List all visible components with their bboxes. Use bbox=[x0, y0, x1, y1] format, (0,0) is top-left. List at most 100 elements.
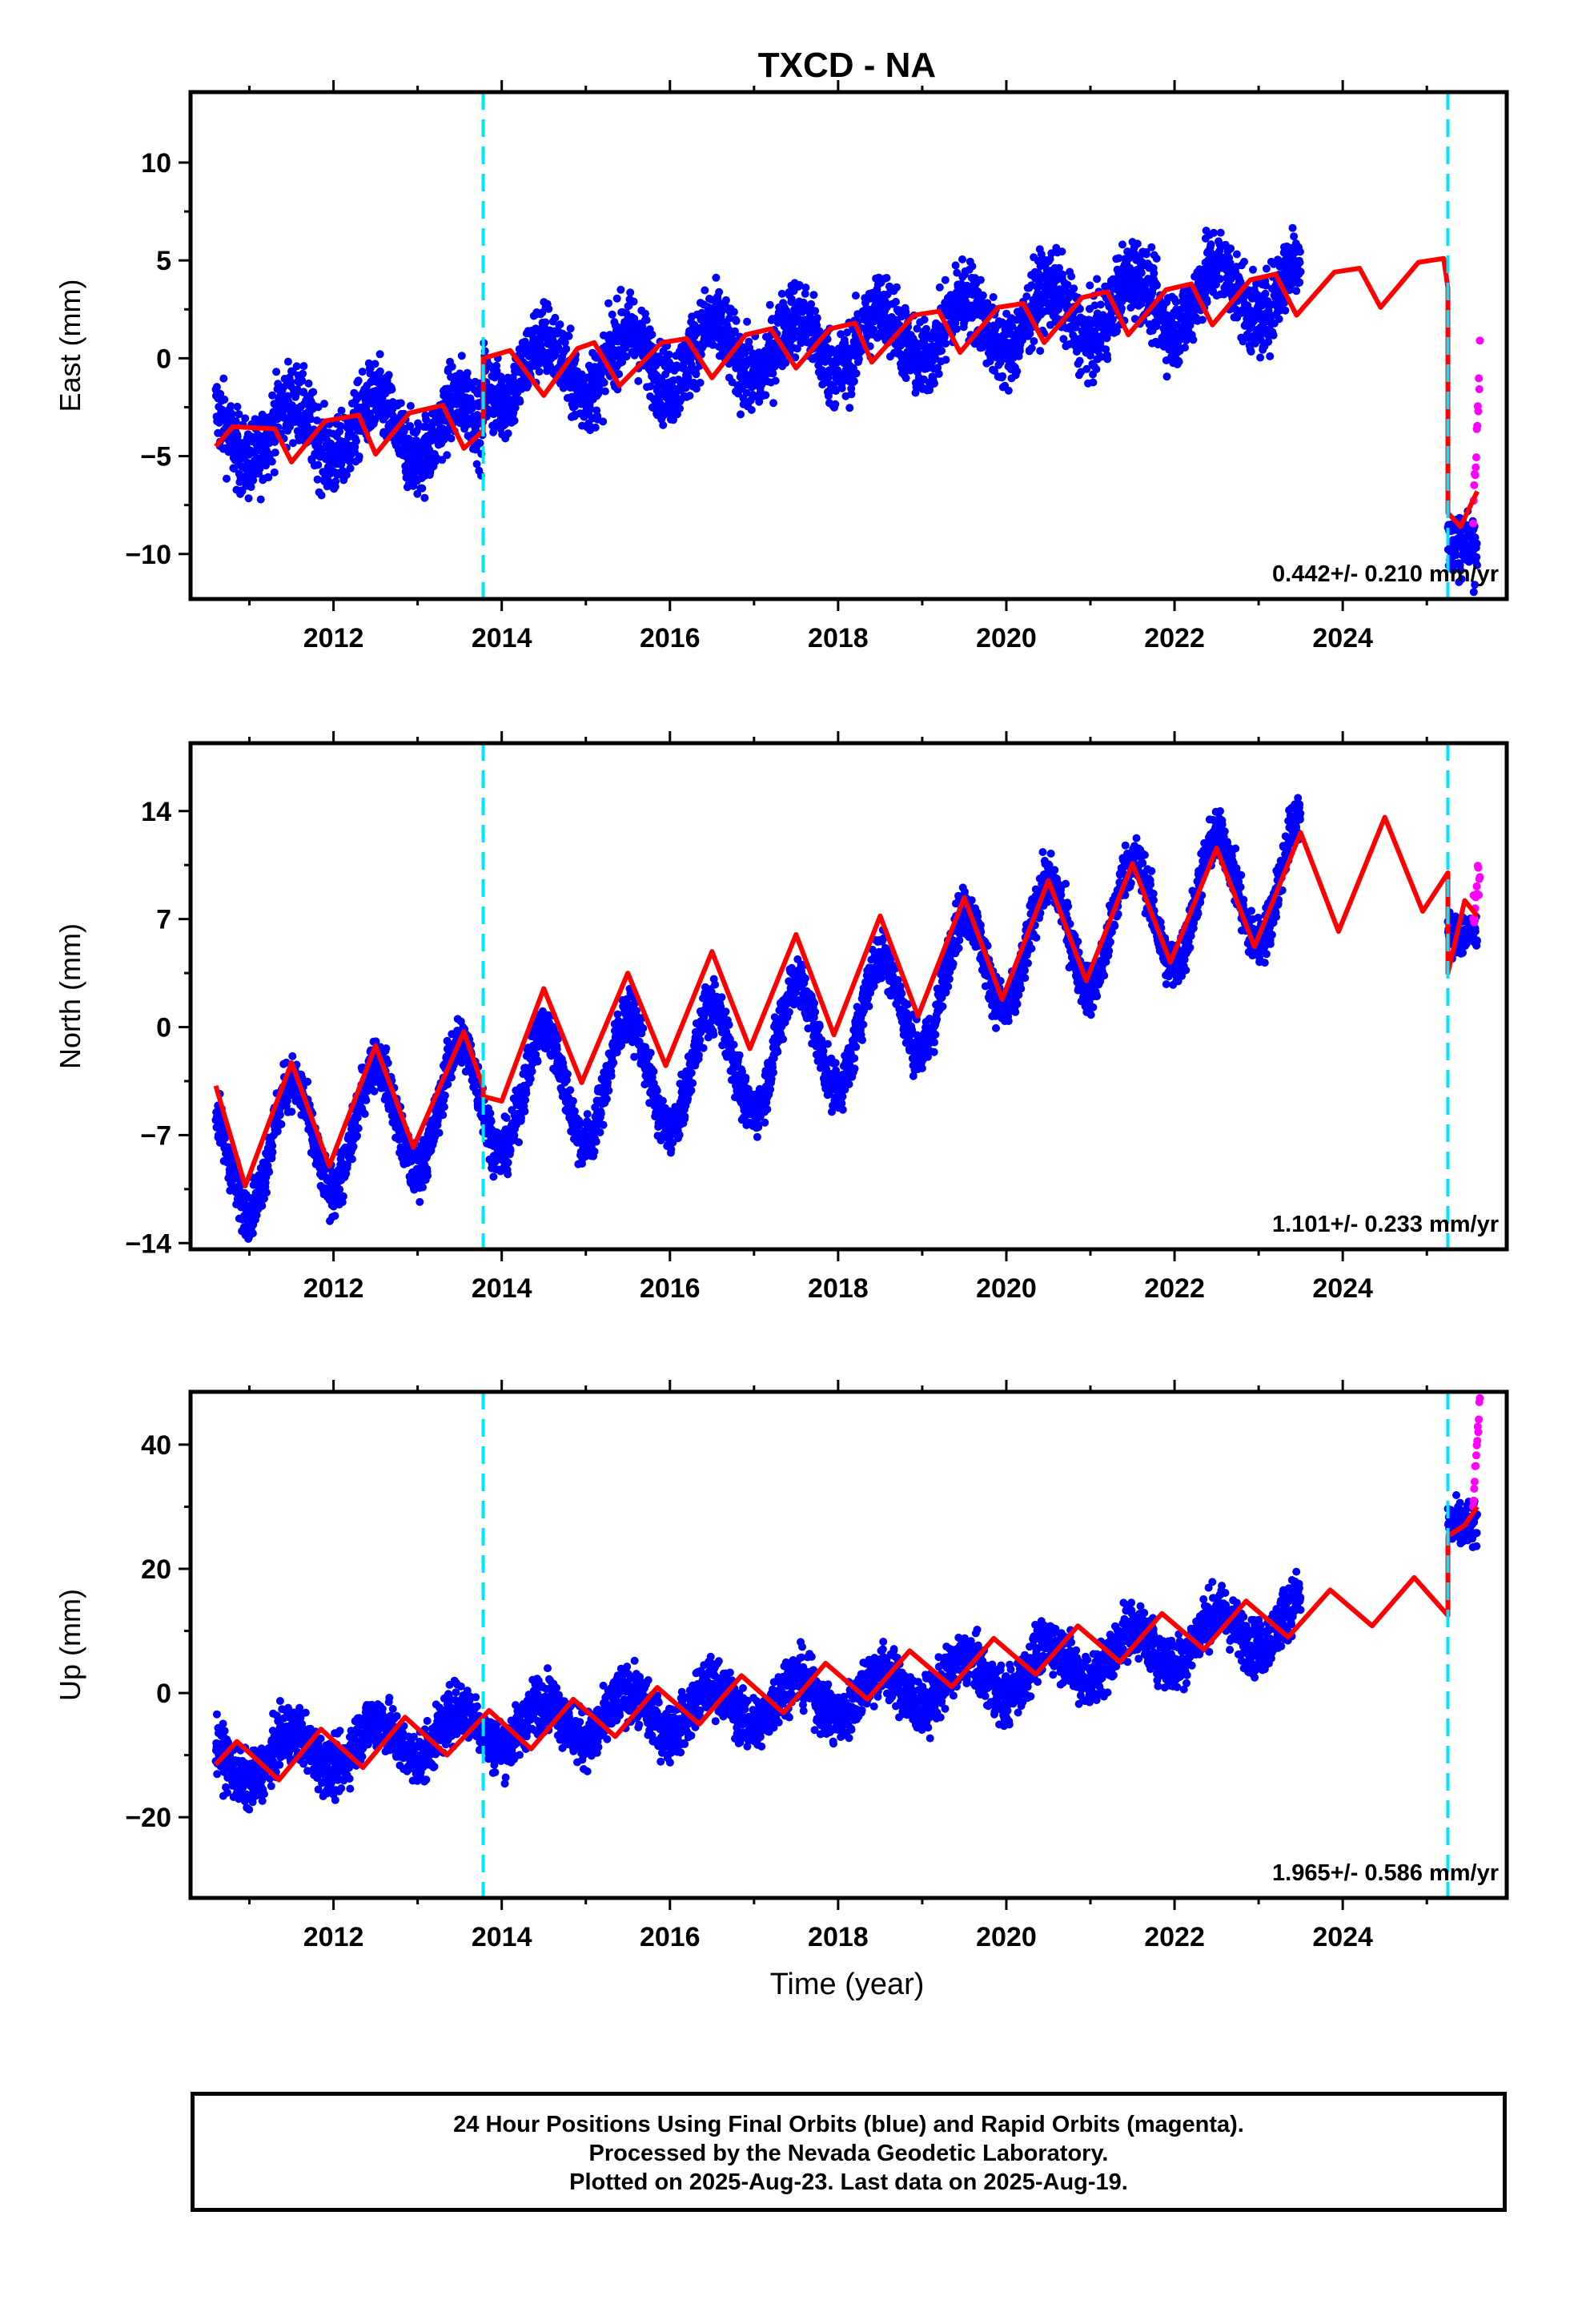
final-orbit-point bbox=[371, 360, 379, 368]
final-orbit-point bbox=[235, 410, 243, 419]
final-orbit-point bbox=[998, 372, 1007, 380]
final-orbit-point bbox=[314, 403, 323, 412]
x-tick-label: 2014 bbox=[472, 623, 532, 653]
final-orbit-point bbox=[466, 394, 475, 403]
final-orbit-point bbox=[615, 370, 624, 379]
final-orbit-point bbox=[317, 491, 326, 500]
final-orbit-point bbox=[1249, 265, 1257, 274]
final-orbit-point bbox=[743, 317, 752, 326]
final-orbit-point bbox=[1093, 275, 1102, 283]
final-orbit-point bbox=[299, 369, 307, 378]
final-orbit-point bbox=[1058, 270, 1067, 279]
final-orbit-point bbox=[298, 376, 307, 385]
final-orbit-point bbox=[845, 404, 854, 412]
final-orbit-point bbox=[781, 359, 790, 368]
final-orbit-point bbox=[1232, 250, 1241, 259]
final-orbit-point bbox=[422, 415, 431, 424]
final-orbit-point bbox=[1071, 323, 1080, 332]
final-orbit-point bbox=[913, 324, 921, 333]
final-orbit-point bbox=[1058, 247, 1066, 256]
final-orbit-point bbox=[560, 338, 569, 347]
plot-area bbox=[211, 223, 1484, 597]
final-orbit-point bbox=[1150, 269, 1158, 278]
final-orbit-point bbox=[535, 368, 544, 376]
final-orbit-point bbox=[1170, 328, 1178, 336]
y-tick-label: 0 bbox=[156, 344, 171, 374]
final-orbit-point bbox=[292, 362, 301, 371]
final-orbit-point bbox=[1296, 267, 1305, 276]
final-orbit-point bbox=[252, 1211, 261, 1220]
panel-north: 2012 2014 2016 2018 2020 2022 20241470−7−14Nor… bbox=[54, 731, 1509, 1304]
final-orbit-point bbox=[307, 415, 315, 424]
x-tick-label: 2016 bbox=[640, 623, 701, 653]
final-orbit-point bbox=[448, 362, 456, 371]
final-orbit-point bbox=[930, 379, 938, 388]
final-orbit-point bbox=[564, 332, 573, 340]
final-orbit-point bbox=[1162, 372, 1171, 381]
final-orbit-point bbox=[1015, 347, 1024, 356]
rapid-orbit-point bbox=[1472, 453, 1480, 462]
final-orbit-point bbox=[952, 324, 961, 333]
x-tick-label: 2024 bbox=[1312, 623, 1373, 653]
final-orbit-point bbox=[1008, 322, 1017, 331]
final-orbit-point bbox=[1256, 353, 1265, 362]
final-orbit-point bbox=[978, 291, 987, 300]
final-orbit-point bbox=[267, 1154, 276, 1163]
final-orbit-point bbox=[1152, 322, 1161, 331]
final-orbit-point bbox=[897, 341, 905, 350]
rapid-orbit-point bbox=[1474, 407, 1483, 416]
final-orbit-point bbox=[1089, 378, 1098, 387]
final-orbit-point bbox=[331, 1212, 339, 1220]
final-orbit-point bbox=[683, 366, 692, 375]
final-orbit-point bbox=[260, 1194, 268, 1203]
final-orbit-point bbox=[1207, 240, 1215, 249]
final-orbit-point bbox=[544, 304, 553, 313]
final-orbit-point bbox=[797, 339, 805, 348]
final-orbit-point bbox=[556, 320, 564, 329]
final-orbit-point bbox=[287, 1108, 296, 1116]
final-orbit-point bbox=[1226, 259, 1235, 267]
final-orbit-point bbox=[271, 448, 279, 457]
final-orbit-point bbox=[244, 494, 253, 503]
final-orbit-point bbox=[1133, 239, 1142, 248]
rapid-orbit-point bbox=[1475, 374, 1484, 383]
final-orbit-point bbox=[629, 297, 638, 306]
final-orbit-point bbox=[485, 361, 494, 370]
final-orbit-point bbox=[320, 400, 328, 408]
final-orbit-point bbox=[616, 285, 625, 294]
x-tick-label: 2020 bbox=[976, 623, 1037, 653]
final-orbit-point bbox=[283, 392, 292, 400]
final-orbit-point bbox=[504, 429, 512, 438]
final-orbit-point bbox=[811, 307, 820, 316]
final-orbit-point bbox=[1147, 243, 1156, 251]
final-orbit-point bbox=[934, 364, 942, 372]
final-orbit-point bbox=[938, 347, 946, 355]
final-orbit-point bbox=[1456, 566, 1465, 575]
final-orbit-point bbox=[293, 385, 302, 394]
final-orbit-point bbox=[1013, 367, 1022, 376]
final-orbit-point bbox=[837, 384, 846, 392]
final-orbit-point bbox=[370, 1087, 379, 1096]
final-orbit-point bbox=[375, 367, 384, 376]
final-orbit-point bbox=[1022, 292, 1031, 301]
final-orbit-point bbox=[220, 396, 229, 404]
final-orbit-point bbox=[1295, 278, 1304, 287]
final-orbit-point bbox=[314, 460, 323, 469]
final-orbit-point bbox=[551, 313, 560, 322]
final-orbit-point bbox=[920, 336, 929, 345]
final-orbit-point bbox=[1295, 258, 1304, 267]
final-orbit-point bbox=[1269, 331, 1278, 340]
final-orbit-point bbox=[491, 373, 500, 382]
final-orbit-point bbox=[267, 457, 276, 466]
final-orbit-point bbox=[1108, 316, 1117, 324]
final-orbit-point bbox=[761, 391, 770, 400]
final-orbit-point bbox=[1036, 347, 1045, 356]
x-tick-label: 2012 bbox=[303, 623, 364, 653]
final-orbit-point bbox=[646, 382, 655, 391]
final-orbit-point bbox=[371, 1037, 380, 1046]
final-orbit-point bbox=[934, 369, 943, 378]
final-orbit-point bbox=[223, 474, 231, 483]
final-orbit-point bbox=[1070, 284, 1078, 293]
final-orbit-point bbox=[1264, 337, 1273, 346]
final-orbit-point bbox=[256, 495, 265, 504]
